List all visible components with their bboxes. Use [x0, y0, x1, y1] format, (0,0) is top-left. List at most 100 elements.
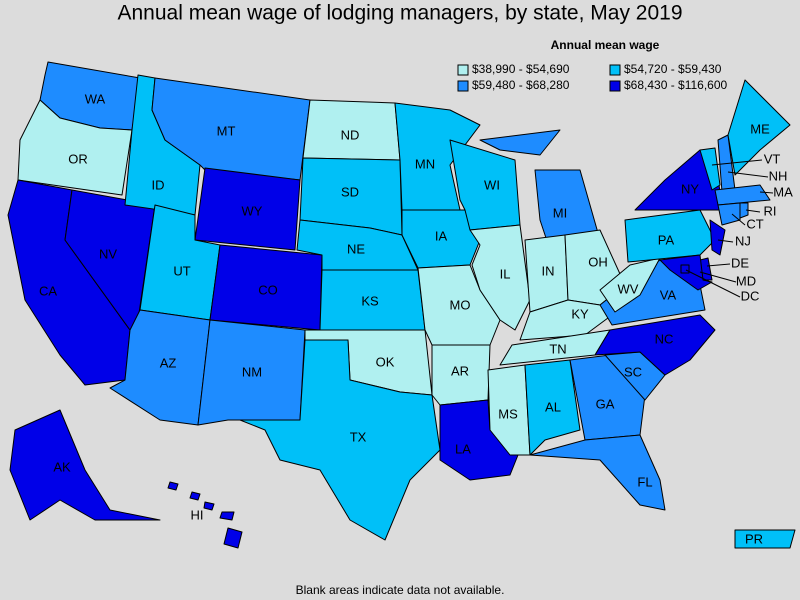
state-shape	[734, 529, 796, 549]
state-shape	[167, 481, 243, 549]
leader-line	[717, 239, 734, 243]
leader-line	[711, 159, 763, 166]
state-label: OR	[68, 151, 88, 166]
state-label: MT	[217, 123, 236, 138]
state-label: IN	[542, 263, 555, 278]
state-label: AL	[545, 399, 561, 414]
state-label: WY	[242, 203, 263, 218]
state-shape	[680, 264, 690, 274]
state-shape	[739, 202, 749, 219]
state-label: MN	[415, 156, 435, 171]
state-label: CT	[746, 216, 763, 231]
state-shape	[439, 399, 521, 481]
leader-line	[759, 191, 774, 194]
state-shape	[599, 257, 661, 313]
leader-line	[685, 269, 741, 298]
state-label: MO	[450, 297, 471, 312]
state-label: TX	[350, 429, 367, 444]
state-label: VA	[660, 287, 677, 302]
state-label: SD	[341, 184, 359, 199]
legend-swatch	[457, 80, 469, 92]
legend-label: $38,990 - $54,690	[472, 62, 570, 76]
legend-swatch	[609, 64, 621, 76]
state-label: VT	[764, 151, 781, 166]
state-label: MA	[773, 184, 793, 199]
state-label: KY	[571, 306, 589, 321]
state-label: NH	[769, 168, 788, 183]
state-labels: WA OR CA NV ID MT WY UT CO AZ NM ND SD NE KS OK TX MN IA MO…	[39, 91, 793, 546]
state-label: DE	[731, 255, 749, 270]
state-label: IL	[500, 266, 511, 281]
legend-label: $68,430 - $116,600	[624, 78, 728, 92]
state-shape	[9, 409, 161, 521]
state-label: WI	[484, 177, 500, 192]
state-label: MD	[736, 273, 756, 288]
state-shape	[624, 209, 716, 263]
legend-swatch	[609, 80, 621, 92]
state-label: RI	[764, 203, 777, 218]
state-shape	[417, 264, 501, 346]
state-label: GA	[596, 396, 615, 411]
state-shape	[524, 359, 581, 456]
legend-swatch	[457, 64, 469, 76]
legend-label: $54,720 - $59,430	[624, 62, 722, 76]
state-label: NY	[681, 181, 699, 196]
leader-line	[706, 263, 731, 267]
state-label: CO	[258, 282, 278, 297]
state-label: LA	[455, 441, 471, 456]
state-label: MI	[553, 205, 567, 220]
state-shape	[709, 219, 726, 256]
state-shape	[487, 364, 531, 456]
state-label: OH	[588, 254, 608, 269]
leader-line	[745, 209, 761, 213]
state-shape	[194, 167, 301, 251]
state-label: NV	[99, 246, 117, 261]
footnote: Blank areas indicate data not available.	[296, 583, 505, 597]
state-label: NM	[242, 364, 262, 379]
state-shape	[717, 202, 741, 226]
state-label: PA	[658, 232, 675, 247]
state-label: TN	[549, 341, 566, 356]
state-label: NJ	[735, 233, 751, 248]
state-label: SC	[624, 364, 642, 379]
state-shape	[469, 224, 531, 331]
state-label: WV	[618, 281, 639, 296]
state-label: ND	[341, 127, 360, 142]
state-shape	[714, 184, 771, 206]
state-label: IA	[435, 228, 448, 243]
state-shape	[394, 102, 481, 211]
state-label: WA	[85, 91, 106, 106]
state-label: ME	[750, 121, 770, 136]
state-shape	[17, 99, 133, 196]
state-label: ID	[152, 177, 165, 192]
leader-line	[731, 213, 746, 226]
state-label: AR	[451, 363, 469, 378]
state-shape	[699, 147, 721, 191]
state-label: FL	[637, 474, 652, 489]
states	[7, 61, 796, 549]
legend-label: $59,480 - $68,280	[472, 78, 570, 92]
leader-line	[699, 271, 737, 283]
state-shape	[594, 314, 716, 376]
state-label: CA	[39, 283, 57, 298]
state-label: OK	[376, 354, 395, 369]
legend: $38,990 - $54,690 $54,720 - $59,430 $59,48…	[457, 62, 728, 92]
state-label: NC	[655, 331, 674, 346]
state-label: MS	[498, 406, 518, 421]
legend-title: Annual mean wage	[551, 38, 660, 52]
state-label: PR	[745, 531, 763, 546]
state-label: HI	[191, 507, 204, 522]
state-shape	[239, 339, 441, 541]
leader-line	[727, 171, 769, 178]
state-label: AZ	[160, 355, 177, 370]
state-shape	[529, 434, 666, 511]
state-label: KS	[361, 293, 379, 308]
state-label: NE	[347, 241, 365, 256]
state-label: DC	[741, 288, 760, 303]
map-title: Annual mean wage of lodging managers, by…	[117, 2, 682, 25]
state-shape	[727, 79, 791, 176]
state-label: AK	[53, 459, 71, 474]
state-label: UT	[173, 263, 190, 278]
